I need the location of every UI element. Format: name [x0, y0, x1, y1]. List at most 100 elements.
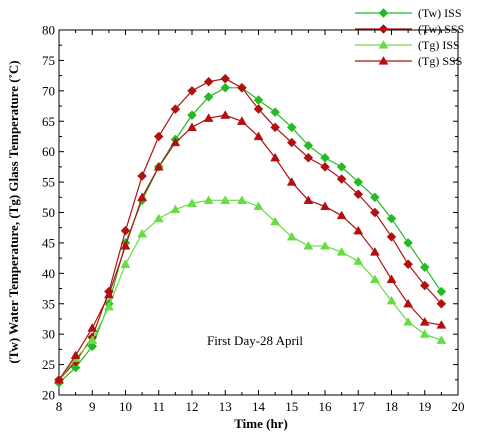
- legend-item: (Tg) SSS: [355, 54, 462, 68]
- data-point: [253, 201, 264, 211]
- data-point: [286, 122, 297, 133]
- x-tick-label: 13: [219, 399, 232, 414]
- data-point: [253, 104, 264, 114]
- data-point: [187, 85, 197, 96]
- data-point: [87, 323, 98, 332]
- data-point: [370, 207, 380, 218]
- data-point: [170, 137, 181, 147]
- data-point: [419, 262, 430, 273]
- data-point: [303, 195, 314, 204]
- data-point: [120, 225, 131, 236]
- legend-marker: [378, 24, 389, 34]
- data-point: [353, 256, 364, 265]
- legend-item: (Tg) ISS: [355, 38, 460, 52]
- y-tick-label: 80: [42, 23, 55, 38]
- data-point: [203, 76, 214, 87]
- data-point: [236, 195, 247, 204]
- y-tick-label: 35: [42, 296, 55, 311]
- data-point: [153, 161, 164, 171]
- data-point: [436, 286, 447, 297]
- data-point: [170, 204, 181, 214]
- data-point: [336, 210, 347, 220]
- data-point: [170, 104, 181, 114]
- series-4: [54, 110, 447, 384]
- data-point: [103, 301, 114, 311]
- data-point: [87, 335, 98, 344]
- data-point: [137, 171, 147, 181]
- data-point: [270, 216, 281, 226]
- data-point: [403, 316, 414, 326]
- x-tick-label: 14: [252, 399, 266, 414]
- data-point: [353, 189, 364, 200]
- y-tick-label: 60: [42, 144, 55, 159]
- data-point: [70, 350, 81, 360]
- data-point: [303, 152, 314, 163]
- data-point: [236, 116, 247, 125]
- legend-marker: [378, 8, 389, 18]
- data-point: [220, 110, 231, 119]
- legend-item: (Tw) ISS: [355, 6, 462, 20]
- x-tick-label: 19: [418, 399, 431, 414]
- y-axis-title: (Tw) Water Temperature, (Tg) Glass Tempe…: [6, 60, 21, 363]
- y-tick-label: 30: [42, 327, 55, 342]
- data-point: [103, 289, 114, 299]
- data-point: [303, 240, 314, 250]
- data-point: [70, 362, 81, 373]
- data-point: [203, 92, 214, 102]
- data-point: [386, 274, 397, 284]
- data-point: [54, 374, 64, 384]
- data-point: [187, 110, 197, 121]
- legend-marker: [378, 39, 389, 49]
- data-point: [120, 240, 131, 250]
- data-point: [320, 152, 330, 163]
- y-tick-label: 75: [42, 53, 55, 68]
- data-point: [237, 82, 247, 93]
- data-point: [336, 162, 347, 172]
- data-point: [353, 177, 364, 187]
- data-point: [436, 298, 447, 309]
- data-point: [336, 247, 347, 256]
- data-point: [320, 201, 330, 211]
- data-point: [436, 335, 447, 344]
- y-tick-label: 55: [42, 175, 55, 190]
- data-point: [403, 298, 414, 308]
- x-tick-label: 15: [285, 399, 298, 414]
- y-tick-label: 45: [42, 235, 55, 250]
- data-point: [403, 238, 413, 248]
- data-point: [320, 240, 330, 250]
- y-tick-label: 70: [42, 83, 55, 98]
- data-point: [120, 259, 131, 268]
- data-point: [303, 140, 314, 151]
- data-point: [137, 192, 148, 201]
- x-tick-label: 12: [186, 399, 199, 414]
- axis-ticks: [58, 29, 459, 396]
- data-point: [320, 162, 330, 172]
- series-layer: [54, 73, 447, 388]
- legend-label: (Tw) SSS: [418, 22, 464, 36]
- tick-labels: 8 9 10 11 12 13 14 15 16 17 18 19 20 20 25 30 35 40 45 50 55…: [42, 23, 465, 415]
- data-point: [220, 195, 231, 204]
- x-tick-label: 10: [119, 399, 132, 414]
- data-point: [87, 341, 98, 352]
- data-point: [403, 259, 413, 270]
- data-point: [187, 122, 197, 131]
- legend-label: (Tg) ISS: [418, 38, 460, 52]
- x-tick-label: 8: [56, 399, 63, 414]
- data-point: [153, 213, 164, 223]
- data-point: [436, 320, 447, 329]
- legend: (Tw) ISS (Tw) SSS (Tg) ISS (Tg) SSS: [355, 6, 464, 68]
- data-point: [270, 122, 280, 133]
- legend-label: (Tw) ISS: [418, 6, 462, 20]
- data-point: [220, 82, 231, 93]
- x-tick-label: 18: [385, 399, 398, 414]
- data-point: [286, 137, 297, 148]
- data-point: [220, 73, 231, 84]
- data-point: [253, 131, 264, 141]
- data-point: [153, 131, 164, 142]
- data-point: [419, 329, 430, 338]
- data-point: [353, 225, 364, 235]
- data-point: [386, 213, 397, 224]
- y-tick-label: 50: [42, 205, 55, 220]
- data-point: [419, 316, 430, 326]
